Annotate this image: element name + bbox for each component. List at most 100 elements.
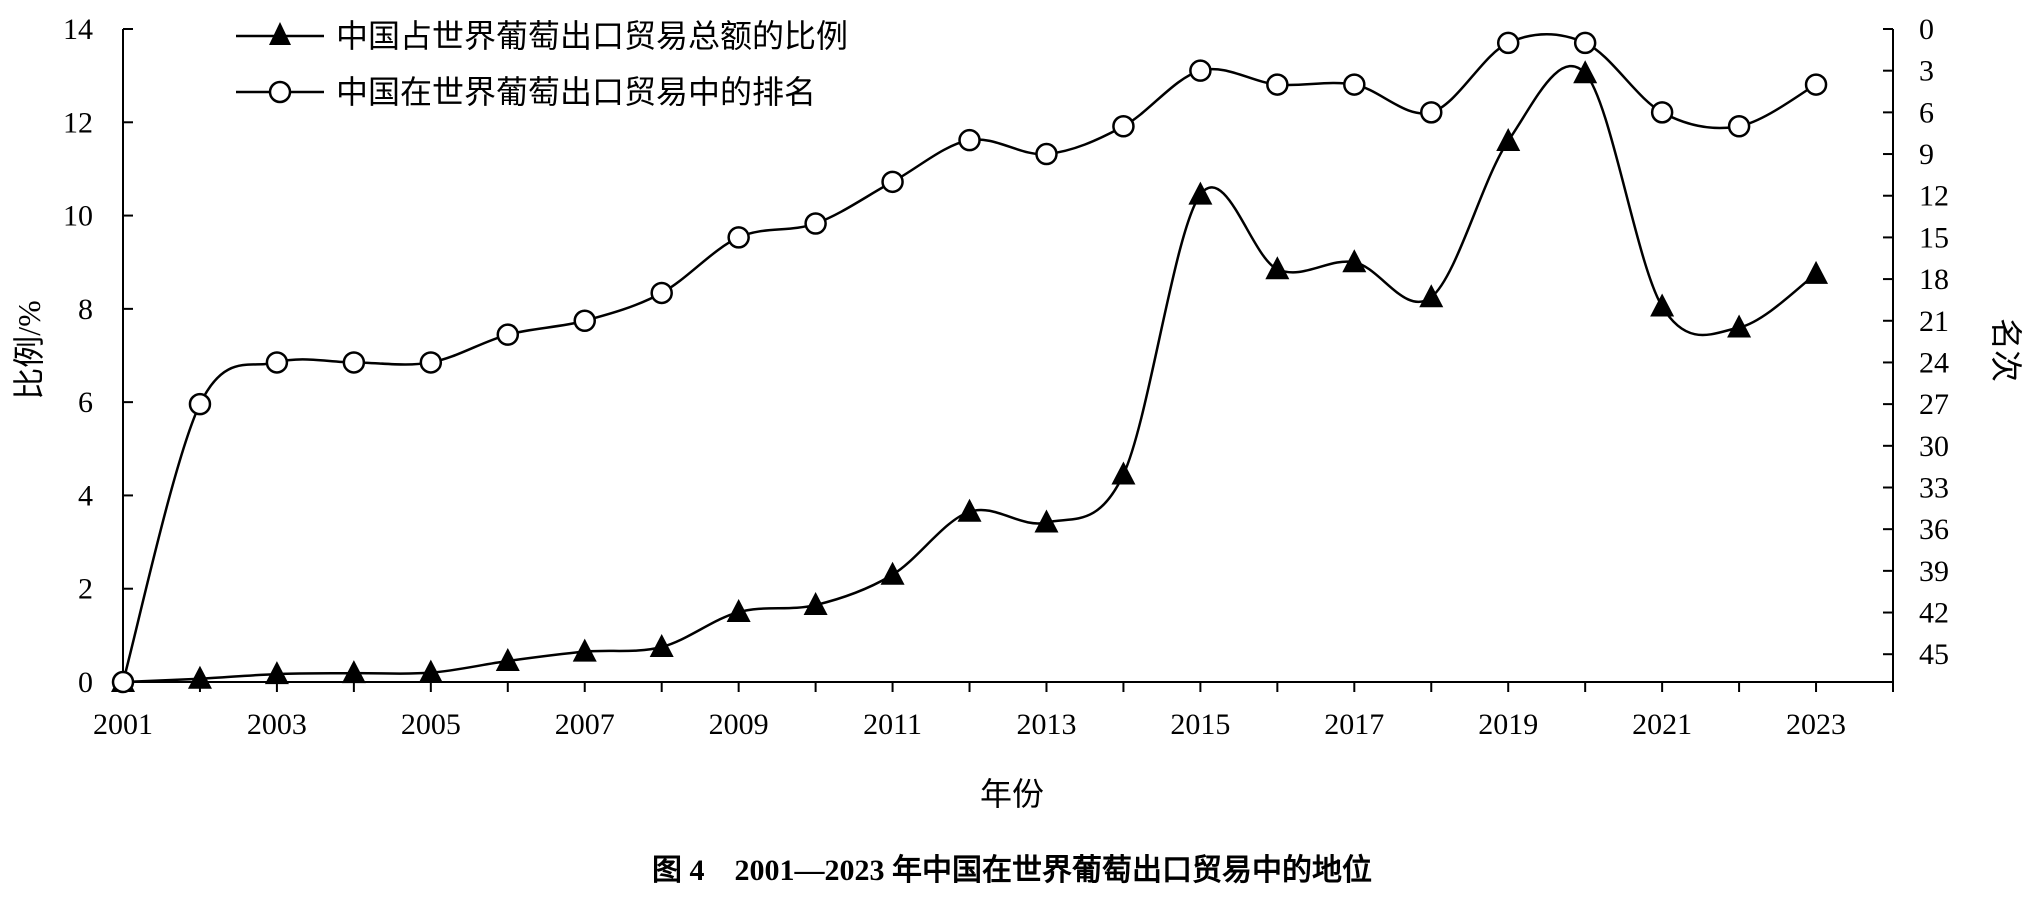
series-layer	[111, 31, 1829, 694]
x-tick-label: 2017	[1324, 708, 1384, 741]
x-axis-title: 年份	[980, 776, 1044, 812]
left-tick-label: 8	[78, 293, 93, 326]
x-tick-label: 2021	[1632, 708, 1692, 741]
data-point-rank	[1650, 101, 1674, 124]
x-tick-label: 2003	[247, 708, 307, 741]
data-point-rank	[650, 281, 673, 305]
data-point-ratio	[1265, 256, 1290, 280]
series-ratio	[111, 60, 1829, 692]
data-point-rank	[1804, 73, 1828, 96]
x-tick-label: 2015	[1170, 708, 1230, 741]
data-point-rank	[188, 392, 212, 416]
left-tick-label: 12	[63, 106, 93, 139]
right-tick-label: 18	[1919, 263, 1949, 296]
data-point-rank	[958, 128, 981, 152]
legend-label-ratio: 中国占世界葡萄出口贸易总额的比例	[336, 18, 848, 54]
legend-item-rank: 中国在世界葡萄出口贸易中的排名	[236, 74, 816, 110]
data-point-rank	[265, 351, 289, 374]
figure-caption: 图 4 2001—2023 年中国在世界葡萄出口贸易中的地位	[652, 853, 1372, 887]
data-point-rank	[1189, 59, 1212, 82]
right-tick-label: 33	[1919, 471, 1949, 504]
right-tick-label: 30	[1919, 430, 1949, 463]
x-tick-label: 2005	[401, 708, 461, 741]
left-tick-label: 4	[78, 479, 93, 512]
right-tick-label: 24	[1919, 346, 1949, 379]
data-point-rank	[573, 309, 596, 333]
y-axis-left-title: 比例/%	[11, 300, 47, 400]
data-point-rank	[419, 351, 443, 374]
axes	[122, 29, 1894, 683]
data-point-rank	[1266, 73, 1289, 96]
right-tick-label: 9	[1919, 138, 1934, 171]
left-tick-label: 14	[63, 13, 93, 46]
legend-label-rank: 中国在世界葡萄出口贸易中的排名	[336, 74, 816, 110]
x-tick-label: 2007	[555, 708, 615, 741]
series-line-ratio	[122, 65, 1817, 684]
left-tick-label: 2	[78, 573, 93, 606]
data-point-ratio	[1342, 249, 1367, 273]
data-point-rank	[727, 226, 750, 249]
legend: 中国占世界葡萄出口贸易总额的比例 中国在世界葡萄出口贸易中的排名	[236, 18, 848, 110]
x-axis-ticks: 2001 2003 2005 2007 2009 2011 2013 2015 2017 2019…	[93, 682, 1894, 741]
legend-marker-ratio	[269, 22, 291, 45]
legend-marker-rank	[268, 80, 292, 104]
right-tick-label: 6	[1919, 96, 1934, 129]
right-tick-label: 42	[1919, 597, 1949, 630]
right-tick-label: 39	[1919, 555, 1949, 588]
data-point-ratio	[572, 638, 597, 662]
data-point-ratio	[957, 498, 982, 522]
data-point-rank	[881, 170, 904, 194]
data-point-rank	[804, 212, 827, 235]
data-point-rank	[1343, 73, 1366, 96]
data-point-ratio	[649, 634, 674, 658]
data-point-ratio	[495, 648, 520, 672]
x-tick-label: 2019	[1478, 708, 1538, 741]
data-point-ratio	[1804, 260, 1829, 284]
right-tick-label: 27	[1919, 388, 1949, 421]
data-point-ratio	[341, 660, 366, 684]
data-point-rank	[1573, 31, 1597, 55]
data-point-ratio	[880, 561, 905, 585]
data-point-ratio	[1727, 314, 1752, 338]
data-point-ratio	[1188, 181, 1213, 205]
data-point-ratio	[1650, 293, 1675, 317]
left-tick-label: 0	[78, 666, 93, 699]
data-point-ratio	[726, 599, 751, 623]
right-tick-label: 45	[1919, 638, 1949, 671]
x-tick-label: 2023	[1786, 708, 1846, 741]
data-point-rank	[1496, 31, 1520, 55]
data-point-ratio	[418, 659, 443, 683]
data-point-ratio	[1496, 127, 1521, 151]
legend-item-ratio: 中国占世界葡萄出口贸易总额的比例	[236, 18, 848, 54]
data-point-rank	[1112, 115, 1135, 138]
left-axis-ticks: 0 2 4 6 8 10 12 14	[63, 13, 133, 699]
data-point-rank	[1727, 115, 1751, 138]
x-tick-label: 2011	[863, 708, 922, 741]
data-point-ratio	[1111, 461, 1136, 485]
data-point-rank	[496, 323, 520, 346]
right-tick-label: 3	[1919, 55, 1934, 88]
left-tick-label: 10	[63, 200, 93, 233]
right-tick-label: 21	[1919, 305, 1949, 338]
data-point-ratio	[264, 661, 289, 685]
data-point-ratio	[1034, 509, 1059, 533]
right-tick-label: 36	[1919, 513, 1949, 546]
x-tick-label: 2009	[709, 708, 769, 741]
right-tick-label: 12	[1919, 180, 1949, 213]
data-point-rank	[1420, 101, 1443, 124]
data-point-ratio	[803, 592, 828, 616]
series-rank	[111, 31, 1828, 694]
right-tick-label: 15	[1919, 221, 1949, 254]
x-tick-label: 2013	[1016, 708, 1076, 741]
y-axis-right-title: 名次	[1988, 318, 2024, 382]
left-tick-label: 6	[78, 386, 93, 419]
right-tick-label: 0	[1919, 13, 1934, 46]
data-point-ratio	[1419, 284, 1444, 308]
data-point-rank	[111, 670, 135, 694]
data-point-rank	[1035, 142, 1058, 166]
data-point-ratio	[187, 665, 212, 689]
data-point-rank	[342, 351, 366, 374]
data-point-ratio	[1573, 60, 1598, 84]
